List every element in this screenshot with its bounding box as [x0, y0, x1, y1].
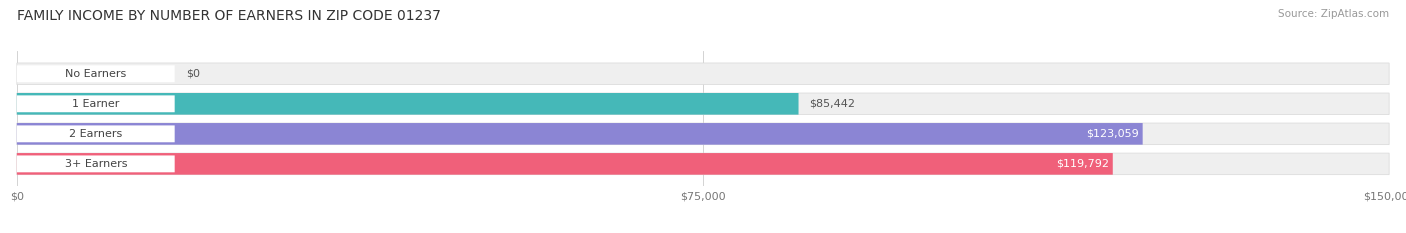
Text: No Earners: No Earners	[65, 69, 127, 79]
Text: $0: $0	[186, 69, 200, 79]
FancyBboxPatch shape	[17, 63, 1389, 85]
FancyBboxPatch shape	[17, 65, 174, 82]
FancyBboxPatch shape	[17, 155, 174, 172]
Text: Source: ZipAtlas.com: Source: ZipAtlas.com	[1278, 9, 1389, 19]
FancyBboxPatch shape	[17, 153, 1389, 175]
Text: $85,442: $85,442	[810, 99, 855, 109]
FancyBboxPatch shape	[17, 123, 1143, 145]
FancyBboxPatch shape	[17, 123, 1389, 145]
Text: 1 Earner: 1 Earner	[72, 99, 120, 109]
Text: 3+ Earners: 3+ Earners	[65, 159, 127, 169]
Text: 2 Earners: 2 Earners	[69, 129, 122, 139]
FancyBboxPatch shape	[17, 125, 174, 142]
Text: FAMILY INCOME BY NUMBER OF EARNERS IN ZIP CODE 01237: FAMILY INCOME BY NUMBER OF EARNERS IN ZI…	[17, 9, 440, 23]
Text: $119,792: $119,792	[1056, 159, 1109, 169]
FancyBboxPatch shape	[17, 93, 1389, 115]
Text: $123,059: $123,059	[1085, 129, 1139, 139]
FancyBboxPatch shape	[17, 153, 1112, 175]
FancyBboxPatch shape	[17, 95, 174, 112]
FancyBboxPatch shape	[17, 93, 799, 115]
